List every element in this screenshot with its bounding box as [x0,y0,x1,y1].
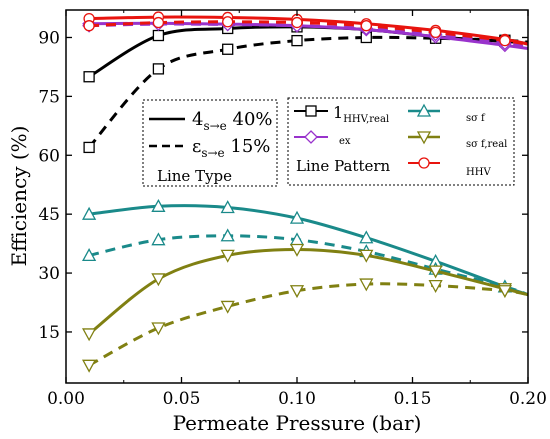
axes-layer: 0.00 0.05 0.10 0.15 0.20 15 30 45 60 75 90 [38,10,547,409]
data-point [151,273,166,287]
series-layer [82,11,529,373]
data-point [82,248,97,262]
line-type-legend-title: Line Type [157,167,232,185]
data-point [291,34,303,47]
plot-frame [65,9,529,384]
series-8 [82,243,529,342]
data-point [222,43,234,55]
series-0 [83,21,529,83]
x-tick-label: 0.00 [47,389,85,409]
legend-ex-label: ex [339,136,351,147]
data-point [220,228,235,242]
data-point [428,279,443,293]
data-point [222,16,234,28]
data-point [428,265,443,279]
line-pattern-legend: 1HHV,real ex Line Pattern sσ f sσ f,real H… [287,97,515,186]
line-pattern-legend-box [287,97,515,186]
data-point [151,198,166,212]
data-point [220,200,235,214]
data-point [497,285,512,299]
x-tick-label: 0.10 [278,389,316,409]
y-tick-label: 45 [38,205,60,225]
y-tick-label: 15 [38,323,60,343]
data-point [220,300,235,314]
line-pattern-legend-title: Line Pattern [296,157,391,175]
data-point [359,278,374,292]
data-point [83,20,95,32]
line-type-legend: 4s→e 40% εs→e 15% Line Type [142,99,278,187]
x-tick-label: 0.15 [394,389,432,409]
x-axis-label: Permeate Pressure (bar) [173,411,422,435]
legend-circle-marker [418,157,430,169]
legend-hhv-label: HHV [466,167,491,178]
legend-triangle-up-marker [416,103,432,117]
data-point [82,328,97,342]
series-6 [82,198,529,297]
y-tick-label: 90 [38,28,60,48]
data-point [82,206,97,220]
data-point [289,285,305,299]
legend-hhv-real-label: 1HHV,real [333,103,389,125]
data-point [220,249,235,263]
data-point [152,16,165,29]
series-9 [82,278,529,373]
legend-sf-label: sσ f [466,113,486,124]
data-point [289,210,305,224]
legend-square-marker [305,105,317,117]
y-tick-label: 60 [38,146,60,166]
data-point [289,243,305,257]
data-point [83,141,95,154]
x-tick-label: 0.20 [509,389,547,409]
y-tick-label: 75 [38,87,60,107]
data-point [429,26,442,39]
data-point [83,71,95,83]
legend-dashed-label: εs→e 15% [192,136,270,160]
data-point [82,359,97,373]
data-point [499,34,511,47]
x-tick-label: 0.05 [163,389,201,409]
data-point [152,29,165,42]
data-point [291,16,303,29]
y-axis-label: Efficiency (%) [7,126,31,267]
data-point [360,20,372,32]
series-line [88,234,529,297]
legend-sf-real-label: sσ f,real [466,139,507,150]
data-point [151,232,166,246]
data-point [151,322,166,336]
data-point [152,63,165,75]
series-line [88,247,529,336]
legend-triangle-down-marker [416,131,432,145]
series-5 [83,16,529,47]
legend-diamond-marker [304,130,318,144]
data-point [359,249,374,263]
y-tick-label: 30 [38,264,60,284]
data-point [359,230,374,244]
line-type-legend-box [142,99,278,187]
legend-solid-label: 4s→e 40% [192,109,273,133]
